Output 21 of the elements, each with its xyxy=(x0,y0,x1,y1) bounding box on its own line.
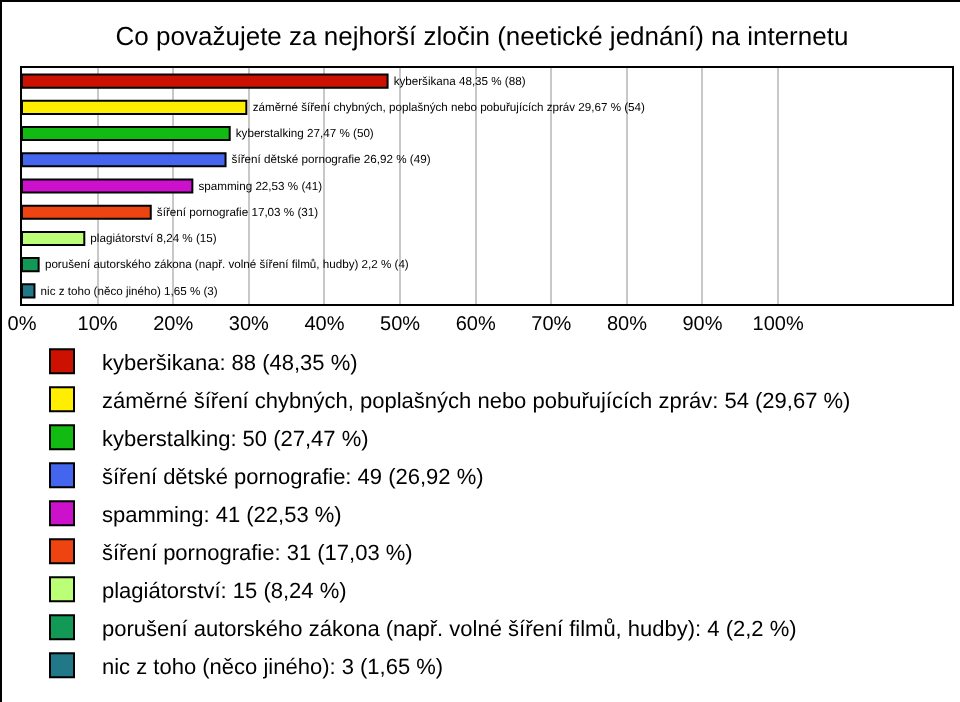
x-tick-label: 70% xyxy=(531,314,572,336)
x-tick-label: 80% xyxy=(606,314,648,336)
legend-label: plagiátorství: 15 (8,24 %) xyxy=(102,579,347,604)
x-tick-label: 50% xyxy=(380,314,421,336)
legend-label: nic z toho (něco jiného): 3 (1,65 %) xyxy=(102,655,444,680)
x-tick-label: 90% xyxy=(682,314,723,336)
x-tick-label: 30% xyxy=(228,314,270,336)
legend-label: šíření pornografie: 31 (17,03 %) xyxy=(102,541,413,566)
legend-label: kyberstalking: 50 (27,47 %) xyxy=(102,427,369,452)
x-tick-label: 40% xyxy=(304,314,345,336)
x-tick-label: 60% xyxy=(455,314,496,336)
chart-title: Co považujete za nejhorší zločin (neetické jednání) na internetu xyxy=(115,20,849,51)
legend-label: kyberšikana: 88 (48,35 %) xyxy=(102,351,358,376)
legend-label: spamming: 41 (22,53 %) xyxy=(102,503,342,528)
legend-label: porušení autorského zákona (např. volné šíření filmů, hudby): 4 (2,2 %) xyxy=(102,617,797,642)
x-tick-label: 0% xyxy=(7,314,37,336)
legend-label: záměrné šíření chybných, poplašných nebo pobuřujících zpráv: 54 (29,67 %) xyxy=(102,389,851,414)
x-tick-label: 20% xyxy=(153,314,194,336)
legend-label: šíření dětské pornografie: 49 (26,92 %) xyxy=(102,465,484,490)
x-tick-label: 10% xyxy=(77,314,118,336)
x-tick-label: 100% xyxy=(752,314,804,336)
